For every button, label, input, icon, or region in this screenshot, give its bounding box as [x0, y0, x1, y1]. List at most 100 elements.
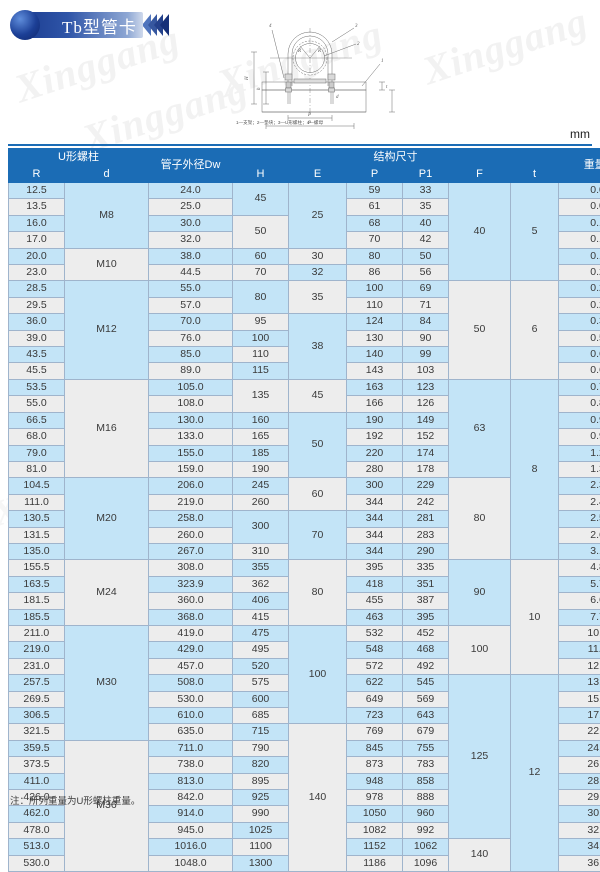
cell-Dw: 368.0	[149, 609, 233, 625]
cell-Dw: 267.0	[149, 543, 233, 559]
cell-d: M16	[65, 379, 149, 477]
cell-H: 80	[233, 281, 289, 314]
header-col-F: F	[449, 167, 511, 183]
cell-R: 28.5	[9, 281, 65, 297]
cell-P1: 242	[403, 494, 449, 510]
cell-Dw: 308.0	[149, 560, 233, 576]
cell-H: 790	[233, 740, 289, 756]
cell-R: 13.5	[9, 199, 65, 215]
spec-table-wrapper: U形螺柱 管子外径Dw 结构尺寸 重量kg R d H E P P1 F t 1…	[8, 148, 592, 872]
svg-text:R: R	[317, 49, 321, 54]
cell-weight: 29.33	[559, 790, 600, 806]
footnote: 注：所列重量为U形螺柱重量。	[10, 793, 140, 807]
svg-text:2: 2	[357, 42, 360, 47]
cell-P: 978	[347, 790, 403, 806]
cell-Dw: 30.0	[149, 215, 233, 231]
cell-R: 181.5	[9, 593, 65, 609]
cell-Dw: 945.0	[149, 822, 233, 838]
cell-weight: 0.29	[559, 297, 600, 313]
cell-weight: 2.31	[559, 478, 600, 494]
cell-weight: 24.12	[559, 740, 600, 756]
cell-Dw: 419.0	[149, 625, 233, 641]
cell-Dw: 24.0	[149, 183, 233, 199]
cell-H: 475	[233, 625, 289, 641]
cell-weight: 3.13	[559, 543, 600, 559]
cell-P1: 35	[403, 199, 449, 215]
cell-H: 575	[233, 675, 289, 691]
cell-F: 50	[449, 281, 511, 379]
cell-weight: 30.15	[559, 806, 600, 822]
table-body: 12.5M824.0452559334050.0613.525.061350.0…	[9, 183, 600, 872]
cell-R: 111.0	[9, 494, 65, 510]
cell-P1: 1062	[403, 839, 449, 855]
cell-weight: 5.73	[559, 576, 600, 592]
cell-P1: 84	[403, 314, 449, 330]
cell-weight: 2.52	[559, 511, 600, 527]
cell-P: 124	[347, 314, 403, 330]
cell-P: 86	[347, 265, 403, 281]
cell-R: 104.5	[9, 478, 65, 494]
cell-H: 820	[233, 757, 289, 773]
svg-text:h: h	[257, 87, 262, 90]
cell-R: 79.0	[9, 445, 65, 461]
cell-Dw: 57.0	[149, 297, 233, 313]
cell-R: 257.5	[9, 675, 65, 691]
cell-R: 68.0	[9, 429, 65, 445]
cell-R: 23.0	[9, 265, 65, 281]
cell-H: 715	[233, 724, 289, 740]
cell-P: 190	[347, 412, 403, 428]
header-group-structure: 结构尺寸	[233, 149, 559, 167]
cell-H: 520	[233, 658, 289, 674]
cell-P: 59	[347, 183, 403, 199]
cell-weight: 28.01	[559, 773, 600, 789]
cell-Dw: 55.0	[149, 281, 233, 297]
cell-weight: 1.22	[559, 445, 600, 461]
svg-text:1: 1	[381, 59, 384, 64]
header-col-P: P	[347, 167, 403, 183]
cell-Dw: 429.0	[149, 642, 233, 658]
cell-P1: 123	[403, 379, 449, 395]
cell-P1: 888	[403, 790, 449, 806]
cell-H: 1025	[233, 822, 289, 838]
cell-Dw: 1048.0	[149, 855, 233, 871]
cell-P1: 679	[403, 724, 449, 740]
cell-P: 70	[347, 232, 403, 248]
cell-H: 45	[233, 183, 289, 216]
table-header: U形螺柱 管子外径Dw 结构尺寸 重量kg R d H E P P1 F t	[9, 149, 600, 183]
cell-weight: 2.47	[559, 494, 600, 510]
cell-P1: 42	[403, 232, 449, 248]
cell-P: 845	[347, 740, 403, 756]
cell-weight: 0.61	[559, 347, 600, 363]
unit-label: mm	[570, 127, 590, 141]
cell-t: 8	[511, 379, 559, 559]
cell-t: 6	[511, 281, 559, 379]
cell-d: M8	[65, 183, 149, 249]
cell-E: 32	[289, 265, 347, 281]
cell-P1: 783	[403, 757, 449, 773]
cell-P: 532	[347, 625, 403, 641]
cell-H: 100	[233, 330, 289, 346]
cell-E: 35	[289, 281, 347, 314]
cell-Dw: 635.0	[149, 724, 233, 740]
cell-H: 355	[233, 560, 289, 576]
cell-P1: 152	[403, 429, 449, 445]
cell-P1: 643	[403, 708, 449, 724]
cell-P1: 755	[403, 740, 449, 756]
cell-Dw: 260.0	[149, 527, 233, 543]
cell-weight: 0.14	[559, 248, 600, 264]
cell-weight: 12.48	[559, 658, 600, 674]
cell-d: M24	[65, 560, 149, 626]
cell-R: 269.5	[9, 691, 65, 707]
cell-weight: 1.30	[559, 461, 600, 477]
cell-R: 131.5	[9, 527, 65, 543]
cell-P1: 283	[403, 527, 449, 543]
svg-text:d: d	[336, 95, 339, 100]
cell-P1: 545	[403, 675, 449, 691]
cell-H: 115	[233, 363, 289, 379]
header-weight: 重量kg	[559, 149, 600, 183]
cell-E: 50	[289, 412, 347, 478]
cell-P: 166	[347, 396, 403, 412]
cell-F: 140	[449, 839, 511, 872]
cell-weight: 34.26	[559, 839, 600, 855]
